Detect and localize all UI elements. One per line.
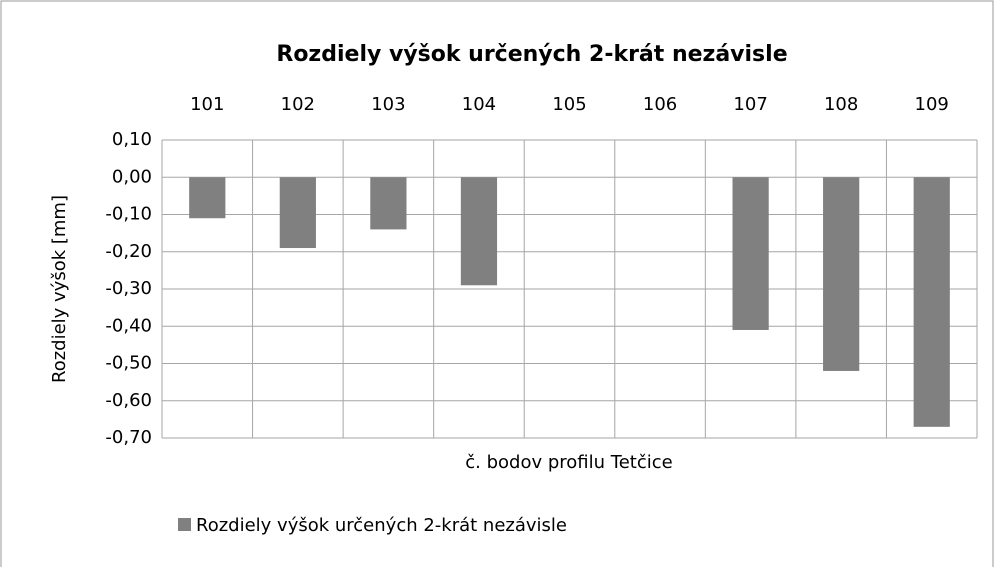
y-tick-label: -0,20 bbox=[105, 241, 152, 262]
x-tick-label: 103 bbox=[371, 94, 405, 115]
bar bbox=[189, 177, 226, 219]
x-tick-label: 101 bbox=[190, 94, 224, 115]
legend-label: Rozdiely výšok určených 2-krát nezávisle bbox=[196, 515, 567, 536]
y-tick-label: -0,60 bbox=[105, 390, 152, 411]
y-tick-label: 0,00 bbox=[112, 166, 152, 187]
bar bbox=[279, 177, 316, 249]
y-tick-label: -0,70 bbox=[105, 427, 152, 448]
chart-title: Rozdiely výšok určených 2-krát nezávisle bbox=[276, 42, 787, 67]
y-tick-label: -0,50 bbox=[105, 353, 152, 374]
x-axis-title: č. bodov profilu Tetčice bbox=[465, 452, 672, 473]
bar bbox=[913, 177, 950, 427]
bar bbox=[370, 177, 407, 230]
x-tick-label: 105 bbox=[552, 94, 586, 115]
x-tick-label: 106 bbox=[643, 94, 677, 115]
x-tick-label: 108 bbox=[824, 94, 858, 115]
bar bbox=[823, 177, 860, 371]
x-tick-label: 102 bbox=[281, 94, 315, 115]
bar bbox=[732, 177, 769, 330]
x-tick-label: 107 bbox=[733, 94, 767, 115]
y-tick-label: -0,40 bbox=[105, 315, 152, 336]
x-tick-label: 109 bbox=[915, 94, 949, 115]
y-tick-label: 0,10 bbox=[112, 129, 152, 150]
y-tick-label: -0,10 bbox=[105, 204, 152, 225]
legend-swatch bbox=[178, 518, 191, 531]
bar bbox=[460, 177, 498, 286]
y-tick-label: -0,30 bbox=[105, 278, 152, 299]
x-tick-label: 104 bbox=[462, 94, 496, 115]
y-axis-title: Rozdiely výšok [mm] bbox=[49, 195, 70, 383]
